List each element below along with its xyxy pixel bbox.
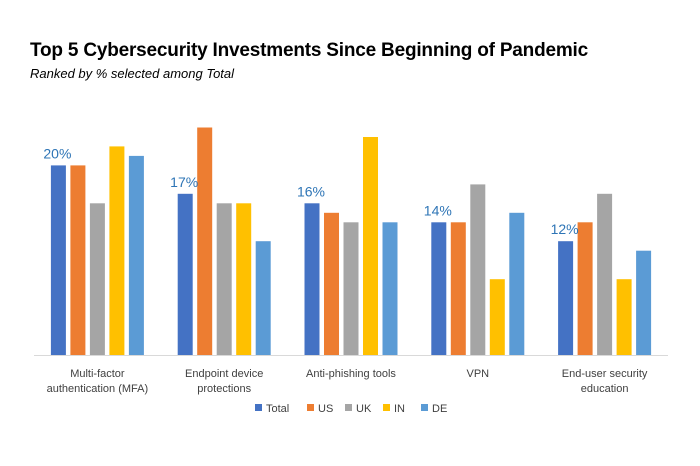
total-data-label: 16% xyxy=(297,183,325,199)
legend-label-de: DE xyxy=(432,403,447,415)
legend-swatch-us xyxy=(307,404,314,411)
bar-uk-4 xyxy=(597,193,613,355)
bar-uk-2 xyxy=(343,222,359,355)
bar-de-4 xyxy=(636,250,652,355)
bar-de-2 xyxy=(382,222,398,355)
bar-us-3 xyxy=(450,222,466,355)
bar-total-2 xyxy=(304,203,320,355)
legend-swatch-uk xyxy=(345,404,352,411)
chart-title: Top 5 Cybersecurity Investments Since Be… xyxy=(30,40,588,61)
category-label: Anti-phishing tools xyxy=(306,368,396,380)
legend-swatch-de xyxy=(421,404,428,411)
total-data-label: 17% xyxy=(170,174,198,190)
bar-total-1 xyxy=(177,193,193,355)
category-label: protections xyxy=(197,383,251,395)
category-label: Endpoint device xyxy=(185,368,263,380)
bar-uk-3 xyxy=(470,184,486,355)
bar-total-3 xyxy=(431,222,447,355)
category-label: Multi-factor xyxy=(70,368,125,380)
total-data-label: 14% xyxy=(424,202,452,218)
category-label: VPN xyxy=(466,368,489,380)
bar-us-0 xyxy=(70,165,86,355)
legend-label-total: Total xyxy=(266,403,289,415)
bar-in-0 xyxy=(109,146,125,355)
bar-de-0 xyxy=(128,155,144,355)
category-label: education xyxy=(581,383,629,395)
bar-in-3 xyxy=(489,279,505,355)
chart-subtitle: Ranked by % selected among Total xyxy=(30,66,235,81)
bar-uk-1 xyxy=(216,203,232,355)
bar-de-1 xyxy=(255,241,271,355)
legend-label-in: IN xyxy=(394,403,405,415)
category-label: End-user security xyxy=(562,368,648,380)
bar-de-3 xyxy=(509,212,525,355)
total-data-label: 12% xyxy=(551,221,579,237)
bar-total-4 xyxy=(558,241,574,355)
bar-us-1 xyxy=(197,127,213,355)
bar-us-4 xyxy=(577,222,593,355)
bar-total-0 xyxy=(50,165,66,355)
legend-label-us: US xyxy=(318,403,333,415)
bar-in-4 xyxy=(616,279,632,355)
bar-uk-0 xyxy=(89,203,105,355)
bar-us-2 xyxy=(324,212,339,355)
bar-in-2 xyxy=(363,137,378,355)
legend-swatch-in xyxy=(383,404,390,411)
legend-swatch-total xyxy=(255,404,262,411)
category-label: authentication (MFA) xyxy=(47,383,149,395)
bar-in-1 xyxy=(236,203,252,355)
total-data-label: 20% xyxy=(43,145,71,161)
legend-label-uk: UK xyxy=(356,403,372,415)
